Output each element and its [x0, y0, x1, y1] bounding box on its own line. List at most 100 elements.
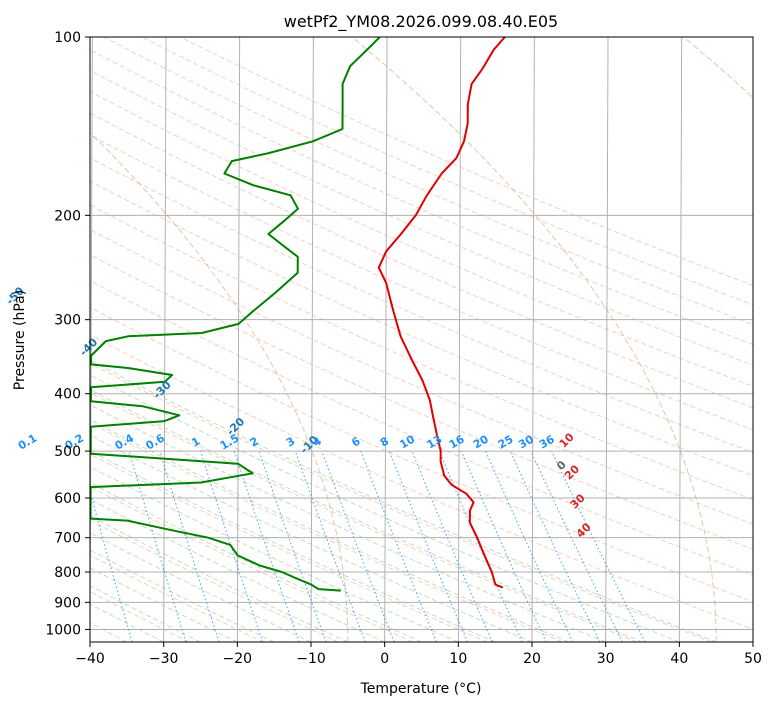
x-tick-label: −10	[296, 651, 326, 667]
moist-adiabat-line	[90, 359, 717, 642]
moist-adiabat-line	[90, 585, 201, 642]
isotherm-line	[531, 37, 535, 642]
moist-adiabat-line	[90, 374, 680, 642]
moist-adiabat-line	[90, 532, 312, 642]
mixing-ratio-line	[485, 450, 574, 642]
mixing-ratio-line	[411, 450, 493, 642]
x-tick-label: 30	[597, 651, 615, 667]
isotherm-line	[678, 37, 683, 642]
mixing-ratio-line	[321, 450, 395, 642]
isotherm-line	[236, 37, 241, 642]
mixing-ratio-line	[388, 450, 468, 642]
dry-adiabat-line	[90, 306, 753, 603]
dry-adiabat-line	[90, 134, 753, 431]
y-tick-label: 300	[54, 313, 81, 329]
dry-adiabat-line	[90, 254, 753, 550]
dry-adiabat-line	[90, 362, 712, 642]
axes: −40 −30 −20 −10 0 10 20 30 40 5010020030040050060…	[45, 30, 762, 667]
mixing-ratio-line	[551, 450, 646, 642]
y-axis-label: Pressure (hPa)	[12, 290, 28, 390]
x-tick-label: 0	[380, 651, 389, 667]
dry-adiabat-line	[90, 590, 189, 642]
moist-adiabat-line	[90, 482, 422, 642]
y-tick-label: 700	[54, 531, 81, 547]
moist-adiabat-line	[90, 498, 385, 642]
mixing-ratio-label: 10	[397, 432, 417, 451]
profile-series-line	[90, 37, 381, 592]
dry-adiabat-line	[103, 37, 753, 325]
y-tick-label: 400	[54, 387, 81, 403]
isotherm-line	[163, 37, 167, 642]
reference-curve-line	[90, 131, 349, 642]
mixing-ratio-label: 16	[447, 432, 467, 451]
isotherm-line	[605, 37, 609, 642]
mixing-ratio-label: 30	[516, 432, 536, 451]
dry-adiabat-line	[90, 486, 414, 642]
mixing-ratio-line	[509, 450, 601, 642]
y-tick-label: 500	[54, 444, 81, 460]
y-tick-label: 600	[54, 491, 81, 507]
moist-adiabat-line	[90, 450, 496, 642]
moist-adiabat-line	[90, 466, 459, 642]
y-tick-label: 1000	[45, 622, 81, 638]
x-tick-label: 10	[449, 651, 467, 667]
mixing-ratio-label: 0.6	[143, 431, 167, 452]
mixing-ratio-label: 20	[471, 432, 491, 451]
x-tick-label: −30	[149, 651, 179, 667]
mixing-ratio-line	[258, 450, 327, 642]
isotherm-line	[384, 37, 388, 642]
dry-adiabat-line	[90, 422, 563, 642]
background-line-labels: -100-90-80-70-60-50-40-30-20-100.10.20.4…	[4, 284, 594, 540]
dry-adiabat-line	[90, 157, 753, 454]
plot-frame	[89, 36, 754, 643]
mixing-ratio-label: 2	[248, 435, 261, 450]
y-tick-label: 100	[54, 30, 81, 46]
profile-series-line	[377, 37, 506, 589]
moist-adiabat-line	[90, 515, 348, 642]
mixing-ratio-line	[461, 450, 547, 642]
mixing-ratio-label: 0.1	[16, 432, 39, 453]
dry-adiabat-line	[90, 392, 638, 642]
dry-adiabat-line	[90, 554, 264, 642]
mixing-ratio-label: 6	[349, 434, 362, 449]
mixing-ratio-line	[294, 450, 366, 642]
dry-adiabat-line	[179, 37, 753, 287]
dry-adiabat-line	[90, 204, 753, 501]
moist-adiabat-line	[90, 419, 569, 642]
profile-lines	[90, 37, 506, 592]
mixing-ratio-label: 36	[537, 432, 557, 451]
mixing-ratio-line	[159, 450, 220, 642]
y-tick-label: 200	[54, 208, 81, 224]
dry-adiabat-line	[90, 453, 488, 642]
mixing-ratio-label: 0.4	[113, 431, 137, 452]
mixing-ratio-label: 1	[189, 435, 202, 450]
reference-curve-line	[683, 37, 753, 99]
y-tick-label: 800	[54, 565, 81, 581]
x-axis-label: Temperature (°C)	[360, 681, 482, 697]
mixing-ratio-line	[438, 450, 523, 642]
mixing-ratio-line	[128, 450, 187, 642]
mixing-ratio-line	[200, 450, 264, 642]
moist-adiabat-line	[90, 434, 533, 642]
mixing-ratio-line	[360, 450, 437, 642]
x-tick-label: 40	[670, 651, 688, 667]
reference-line-label: 30	[568, 491, 588, 511]
reference-curve-line	[351, 37, 717, 642]
x-tick-label: −20	[223, 651, 253, 667]
isotherm-line	[457, 37, 462, 642]
x-tick-label: 20	[523, 651, 541, 667]
mixing-ratio-line	[530, 450, 623, 642]
dry-adiabat-line	[90, 180, 753, 477]
isotherm-line	[310, 37, 314, 642]
mixing-ratio-label: 25	[496, 433, 516, 452]
dry-adiabat-line	[90, 519, 339, 642]
moist-adiabat-line	[90, 549, 275, 642]
moist-adiabat-line	[90, 389, 643, 642]
dry-adiabat-line	[90, 334, 753, 630]
moist-adiabat-line	[90, 404, 606, 642]
chart-title: wetPf2_YM08.2026.099.08.40.E05	[284, 12, 558, 32]
x-tick-label: −40	[75, 651, 105, 667]
dry-adiabat-line	[90, 280, 753, 576]
mixing-ratio-line	[90, 489, 133, 642]
